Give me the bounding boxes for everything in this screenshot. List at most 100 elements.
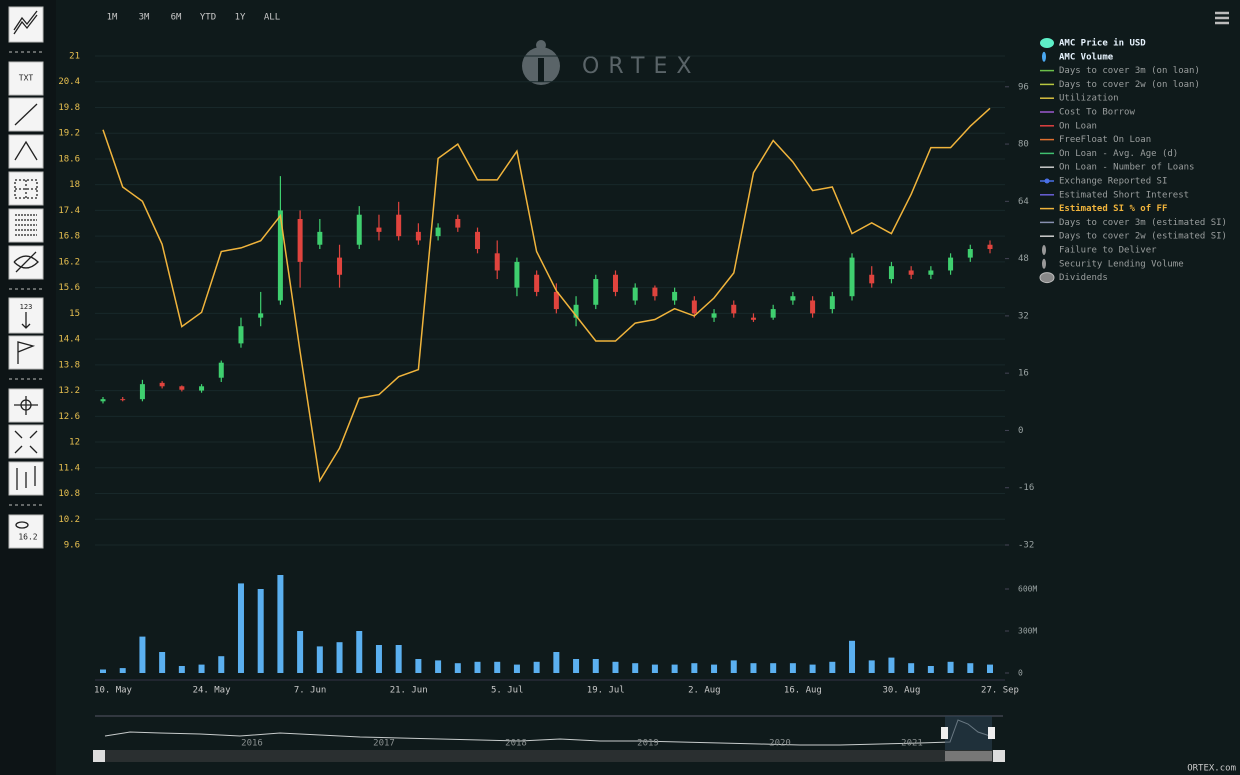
candle-body	[612, 274, 618, 292]
legend-label[interactable]: Utilization	[1059, 94, 1119, 104]
tool-icon	[15, 521, 29, 529]
legend-marker[interactable]	[1040, 38, 1054, 48]
volume-bar	[119, 668, 126, 673]
range-button[interactable]: ALL	[264, 13, 280, 23]
scroll-left[interactable]	[93, 750, 105, 762]
tool-icon	[14, 140, 38, 161]
candle-body	[908, 270, 914, 275]
y-tick-label: 14.4	[58, 335, 80, 345]
y2-tick-label: 16	[1018, 369, 1029, 379]
candle-body	[415, 231, 421, 241]
candle-body	[475, 231, 481, 250]
legend-marker[interactable]	[1042, 245, 1046, 255]
navigator-handle[interactable]	[988, 727, 995, 739]
y-tick-label: 15	[69, 309, 80, 319]
y-tick-label: 16.2	[58, 257, 80, 267]
candle-body	[553, 291, 559, 310]
volume-bar	[908, 663, 915, 673]
legend-label[interactable]: FreeFloat On Loan	[1059, 135, 1151, 145]
legend-marker[interactable]	[1042, 51, 1046, 62]
navigator-window[interactable]	[945, 716, 992, 750]
legend-label[interactable]: Failure to Deliver	[1059, 246, 1157, 256]
tool-button[interactable]	[8, 424, 44, 459]
scrollbar-thumb[interactable]	[945, 751, 992, 761]
legend-label[interactable]: Estimated Short Interest	[1059, 190, 1189, 200]
volume-bar	[868, 660, 875, 673]
volume-bar	[829, 661, 836, 673]
volume-bar	[297, 631, 304, 673]
legend-label[interactable]: On Loan	[1059, 121, 1097, 131]
candle-body	[435, 227, 441, 237]
y-tick-label: 17.4	[58, 206, 80, 216]
candle-body	[179, 386, 185, 390]
navigator-handle[interactable]	[941, 727, 948, 739]
candle-body	[731, 304, 737, 314]
navigator-year: 2019	[637, 739, 659, 749]
navigator-year: 2017	[373, 739, 395, 749]
x-tick-label: 19. Jul	[587, 686, 625, 696]
y2-tick-label: 0	[1018, 426, 1023, 436]
y-tick-label: 18	[69, 180, 80, 190]
candle-body	[829, 296, 835, 310]
legend-label[interactable]: On Loan - Avg. Age (d)	[1059, 149, 1178, 159]
legend-label[interactable]: Dividends	[1059, 273, 1108, 283]
volume-bar	[356, 631, 363, 673]
legend-label[interactable]: Security Lending Volume	[1059, 259, 1184, 269]
y2-tick-label: 48	[1018, 254, 1029, 264]
volume-bar	[967, 663, 974, 673]
footer: ORTEX.com	[1187, 764, 1236, 774]
tool-button[interactable]	[8, 514, 44, 549]
legend-label[interactable]: Days to cover 2w (estimated SI)	[1059, 232, 1227, 242]
y-tick-label: 11.4	[58, 463, 80, 473]
volume-bar	[651, 664, 658, 673]
x-tick-label: 7. Jun	[294, 686, 327, 696]
volume-bar	[789, 663, 796, 673]
range-button[interactable]: 6M	[171, 13, 182, 23]
range-button[interactable]: YTD	[200, 13, 216, 23]
volume-bar	[415, 659, 422, 673]
candle-body	[672, 291, 678, 301]
scroll-right[interactable]	[993, 750, 1005, 762]
range-button[interactable]: 3M	[139, 13, 150, 23]
legend-label[interactable]: Estimated SI % of FF	[1059, 203, 1167, 214]
tool-button[interactable]	[8, 61, 44, 96]
legend-marker[interactable]	[1039, 272, 1055, 284]
legend-marker[interactable]	[1042, 258, 1046, 269]
logo-mark	[538, 58, 544, 82]
tool-button[interactable]	[8, 6, 44, 43]
y2-tick-label: 64	[1018, 197, 1029, 207]
legend-label[interactable]: AMC Price in USD	[1059, 38, 1146, 49]
legend-label[interactable]: Days to cover 3m (on loan)	[1059, 66, 1200, 76]
menu-button[interactable]	[1215, 11, 1229, 25]
candle-body	[258, 313, 264, 318]
legend-label[interactable]: Days to cover 3m (estimated SI)	[1059, 218, 1227, 228]
tool-button[interactable]	[8, 335, 44, 370]
candle-body	[711, 313, 717, 318]
legend-label[interactable]: On Loan - Number of Loans	[1059, 163, 1194, 173]
legend-label[interactable]: Days to cover 2w (on loan)	[1059, 80, 1200, 90]
candle-body	[277, 210, 283, 301]
range-button[interactable]: 1M	[107, 13, 118, 23]
volume-bar	[237, 583, 244, 673]
candle-body	[337, 257, 343, 275]
candle-body	[376, 227, 382, 232]
legend-label[interactable]: AMC Volume	[1059, 52, 1114, 62]
tool-button[interactable]	[8, 134, 44, 169]
legend-label[interactable]: Cost To Borrow	[1059, 108, 1135, 118]
y-tick-label: 13.8	[58, 360, 80, 370]
legend-label[interactable]: Exchange Reported SI	[1059, 177, 1167, 187]
volume-bar	[612, 661, 619, 673]
volume-bar	[336, 642, 343, 673]
logo-mark	[536, 40, 546, 50]
navigator	[93, 715, 1005, 762]
range-button[interactable]: 1Y	[235, 13, 246, 23]
tool-icon	[17, 341, 36, 364]
legend-marker[interactable]	[1044, 178, 1050, 184]
candle-body	[888, 266, 894, 280]
volume-bar	[533, 661, 540, 673]
volume-bar	[474, 661, 481, 673]
tool-label: TXT	[19, 74, 34, 83]
y-tick-label: 19.8	[58, 103, 80, 113]
